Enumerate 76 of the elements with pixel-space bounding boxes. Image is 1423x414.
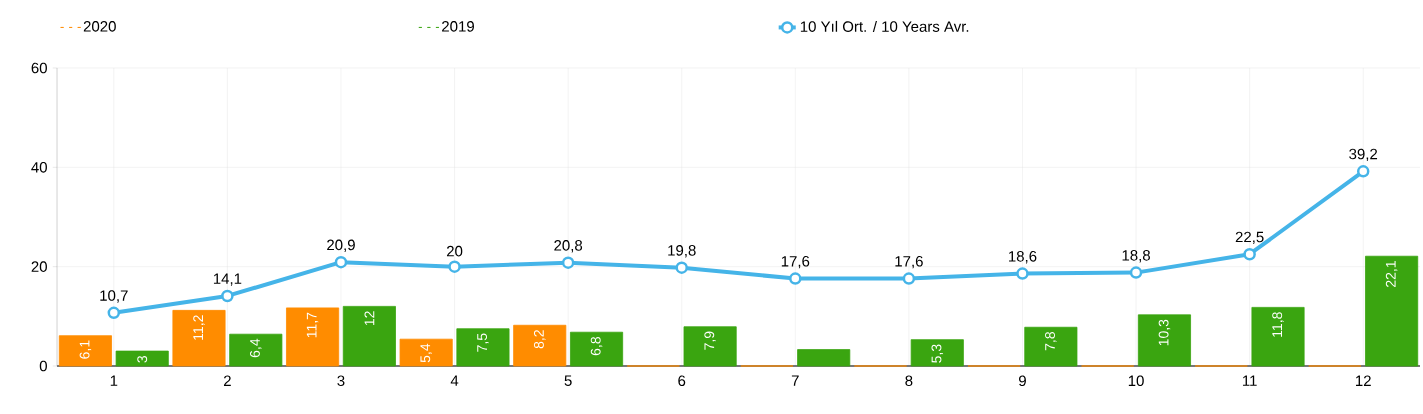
bar [456, 328, 510, 367]
x-tick-label: 12 [1356, 375, 1371, 386]
data-label: 22,5 [1235, 231, 1264, 245]
data-label: 5,4 [420, 343, 432, 363]
data-label: 20,9 [327, 239, 355, 252]
bar [683, 326, 737, 367]
legend-label: 2020 [83, 21, 116, 32]
bar [1365, 255, 1419, 367]
bar [1024, 326, 1078, 367]
data-label: 17,6 [895, 255, 923, 269]
x-tick-label: 6 [678, 375, 686, 387]
point [1129, 266, 1143, 279]
data-label: 11,2 [193, 315, 205, 340]
bar [570, 331, 624, 367]
x-tick-label: 11 [1242, 375, 1257, 386]
data-label: 11,7 [306, 312, 319, 338]
data-label: 10,3 [1158, 319, 1171, 346]
data-label: 6,1 [79, 340, 92, 359]
bar [910, 339, 964, 367]
data-label: 22,1 [1385, 261, 1398, 287]
y-tick-label: 20 [31, 261, 47, 272]
x-tick-label: 2 [223, 375, 231, 386]
bar [1137, 314, 1191, 367]
bar [172, 309, 226, 367]
data-label: 39,2 [1349, 148, 1378, 162]
data-label: 20,8 [554, 240, 583, 253]
data-label: 7,9 [704, 331, 716, 350]
point [1356, 165, 1370, 178]
bar [286, 307, 340, 367]
x-tick-label: 3 [337, 375, 345, 387]
data-label: 18,8 [1122, 250, 1150, 263]
bar [115, 350, 169, 367]
data-label: 7,5 [477, 333, 489, 352]
point [107, 306, 121, 320]
data-label: 14,1 [213, 273, 242, 286]
legend-label: 10 Yıl Ort. / 10 Years Avr. [800, 20, 969, 32]
bar [513, 324, 567, 367]
data-label: 7,8 [1045, 332, 1057, 351]
data-label: 11,8 [1272, 312, 1284, 337]
x-tick-label: 1 [110, 375, 118, 386]
y-tick-label: 0 [39, 360, 47, 372]
point [448, 260, 461, 273]
data-label: 8,2 [533, 330, 546, 349]
point [221, 289, 234, 303]
data-label: 20 [446, 245, 463, 257]
data-label: 19,8 [668, 245, 696, 258]
bar [229, 333, 283, 367]
x-tick-label: 10 [1128, 375, 1144, 387]
data-label: 5,3 [931, 344, 944, 363]
data-label: 12 [364, 311, 375, 326]
y-tick-label: 40 [31, 162, 47, 173]
bar [58, 335, 112, 367]
x-tick-label: 9 [1019, 375, 1026, 387]
data-label: 3 [137, 355, 148, 363]
x-tick-label: 7 [791, 375, 799, 386]
x-tick-label: 8 [905, 375, 913, 387]
x-tick-label: 5 [564, 375, 572, 386]
point [1016, 267, 1029, 280]
point [789, 272, 802, 285]
data-label: 18,6 [1009, 251, 1037, 264]
bar [797, 349, 851, 367]
data-label: 17,6 [781, 255, 810, 269]
point [675, 261, 688, 274]
legend-label: 2019 [442, 21, 474, 32]
data-label: 10,7 [100, 290, 128, 303]
bar [399, 338, 453, 367]
point [902, 272, 916, 285]
y-tick-label: 60 [31, 62, 47, 74]
data-label: 6,8 [590, 337, 603, 356]
x-tick-label: 4 [450, 375, 459, 386]
point [334, 255, 348, 269]
bar [1251, 306, 1305, 367]
point [561, 256, 575, 269]
bar [342, 305, 396, 367]
data-label: 6,4 [250, 338, 262, 358]
point [1243, 247, 1256, 261]
